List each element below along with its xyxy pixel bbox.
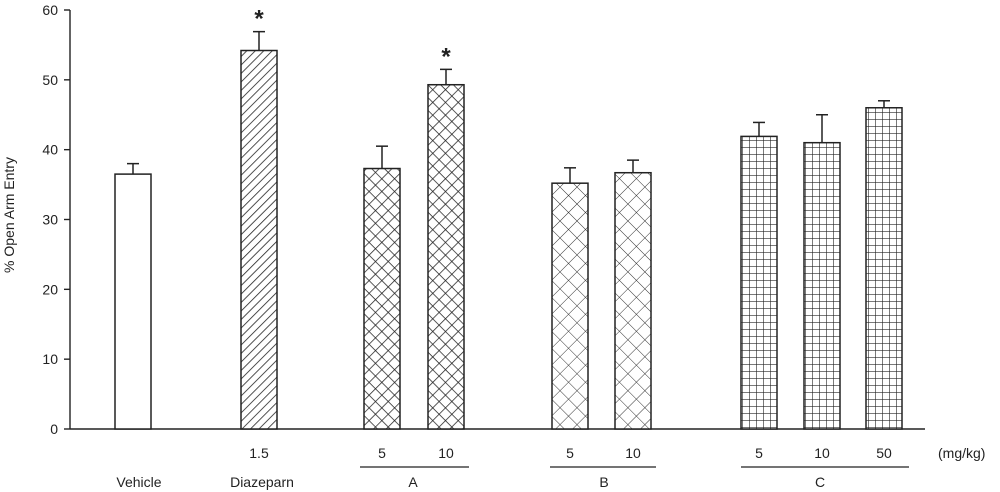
y-tick-label: 20 <box>42 281 58 297</box>
dose-label: 10 <box>814 445 830 461</box>
y-axis-label: % Open Arm Entry <box>1 157 17 273</box>
group-label: C <box>815 474 825 490</box>
bar <box>740 135 778 430</box>
bar <box>427 83 465 430</box>
unit-label: (mg/kg) <box>938 445 985 461</box>
dose-label: 10 <box>625 445 641 461</box>
dose-label: 1.5 <box>249 445 269 461</box>
y-tick-label: 50 <box>42 72 58 88</box>
bar <box>240 49 278 430</box>
axes: 0 10 20 30 40 50 60 <box>42 2 925 437</box>
dose-label: 50 <box>876 445 892 461</box>
dose-label: 5 <box>566 445 574 461</box>
y-tick-label: 60 <box>42 2 58 18</box>
bar <box>614 171 652 430</box>
category-labels: 1.5 5 10 5 10 5 10 50 Vehicle Diazeparn A B C <box>116 445 909 490</box>
group-label: Vehicle <box>116 474 161 490</box>
significance-marker: * <box>441 43 451 70</box>
bar <box>551 182 589 430</box>
significance-marker: * <box>254 6 264 33</box>
dose-label: 10 <box>438 445 454 461</box>
dose-label: 5 <box>755 445 763 461</box>
bar <box>363 167 401 430</box>
dose-label: 5 <box>378 445 386 461</box>
group-label: B <box>599 474 608 490</box>
group-label: Diazeparn <box>230 474 294 490</box>
bars: ** <box>114 6 903 430</box>
bar <box>803 141 841 430</box>
y-tick-label: 40 <box>42 142 58 158</box>
bar <box>865 107 903 430</box>
group-label: A <box>408 474 418 490</box>
y-tick-label: 10 <box>42 351 58 367</box>
y-tick-label: 30 <box>42 212 58 228</box>
y-tick-label: 0 <box>50 421 58 437</box>
bar <box>114 173 152 430</box>
